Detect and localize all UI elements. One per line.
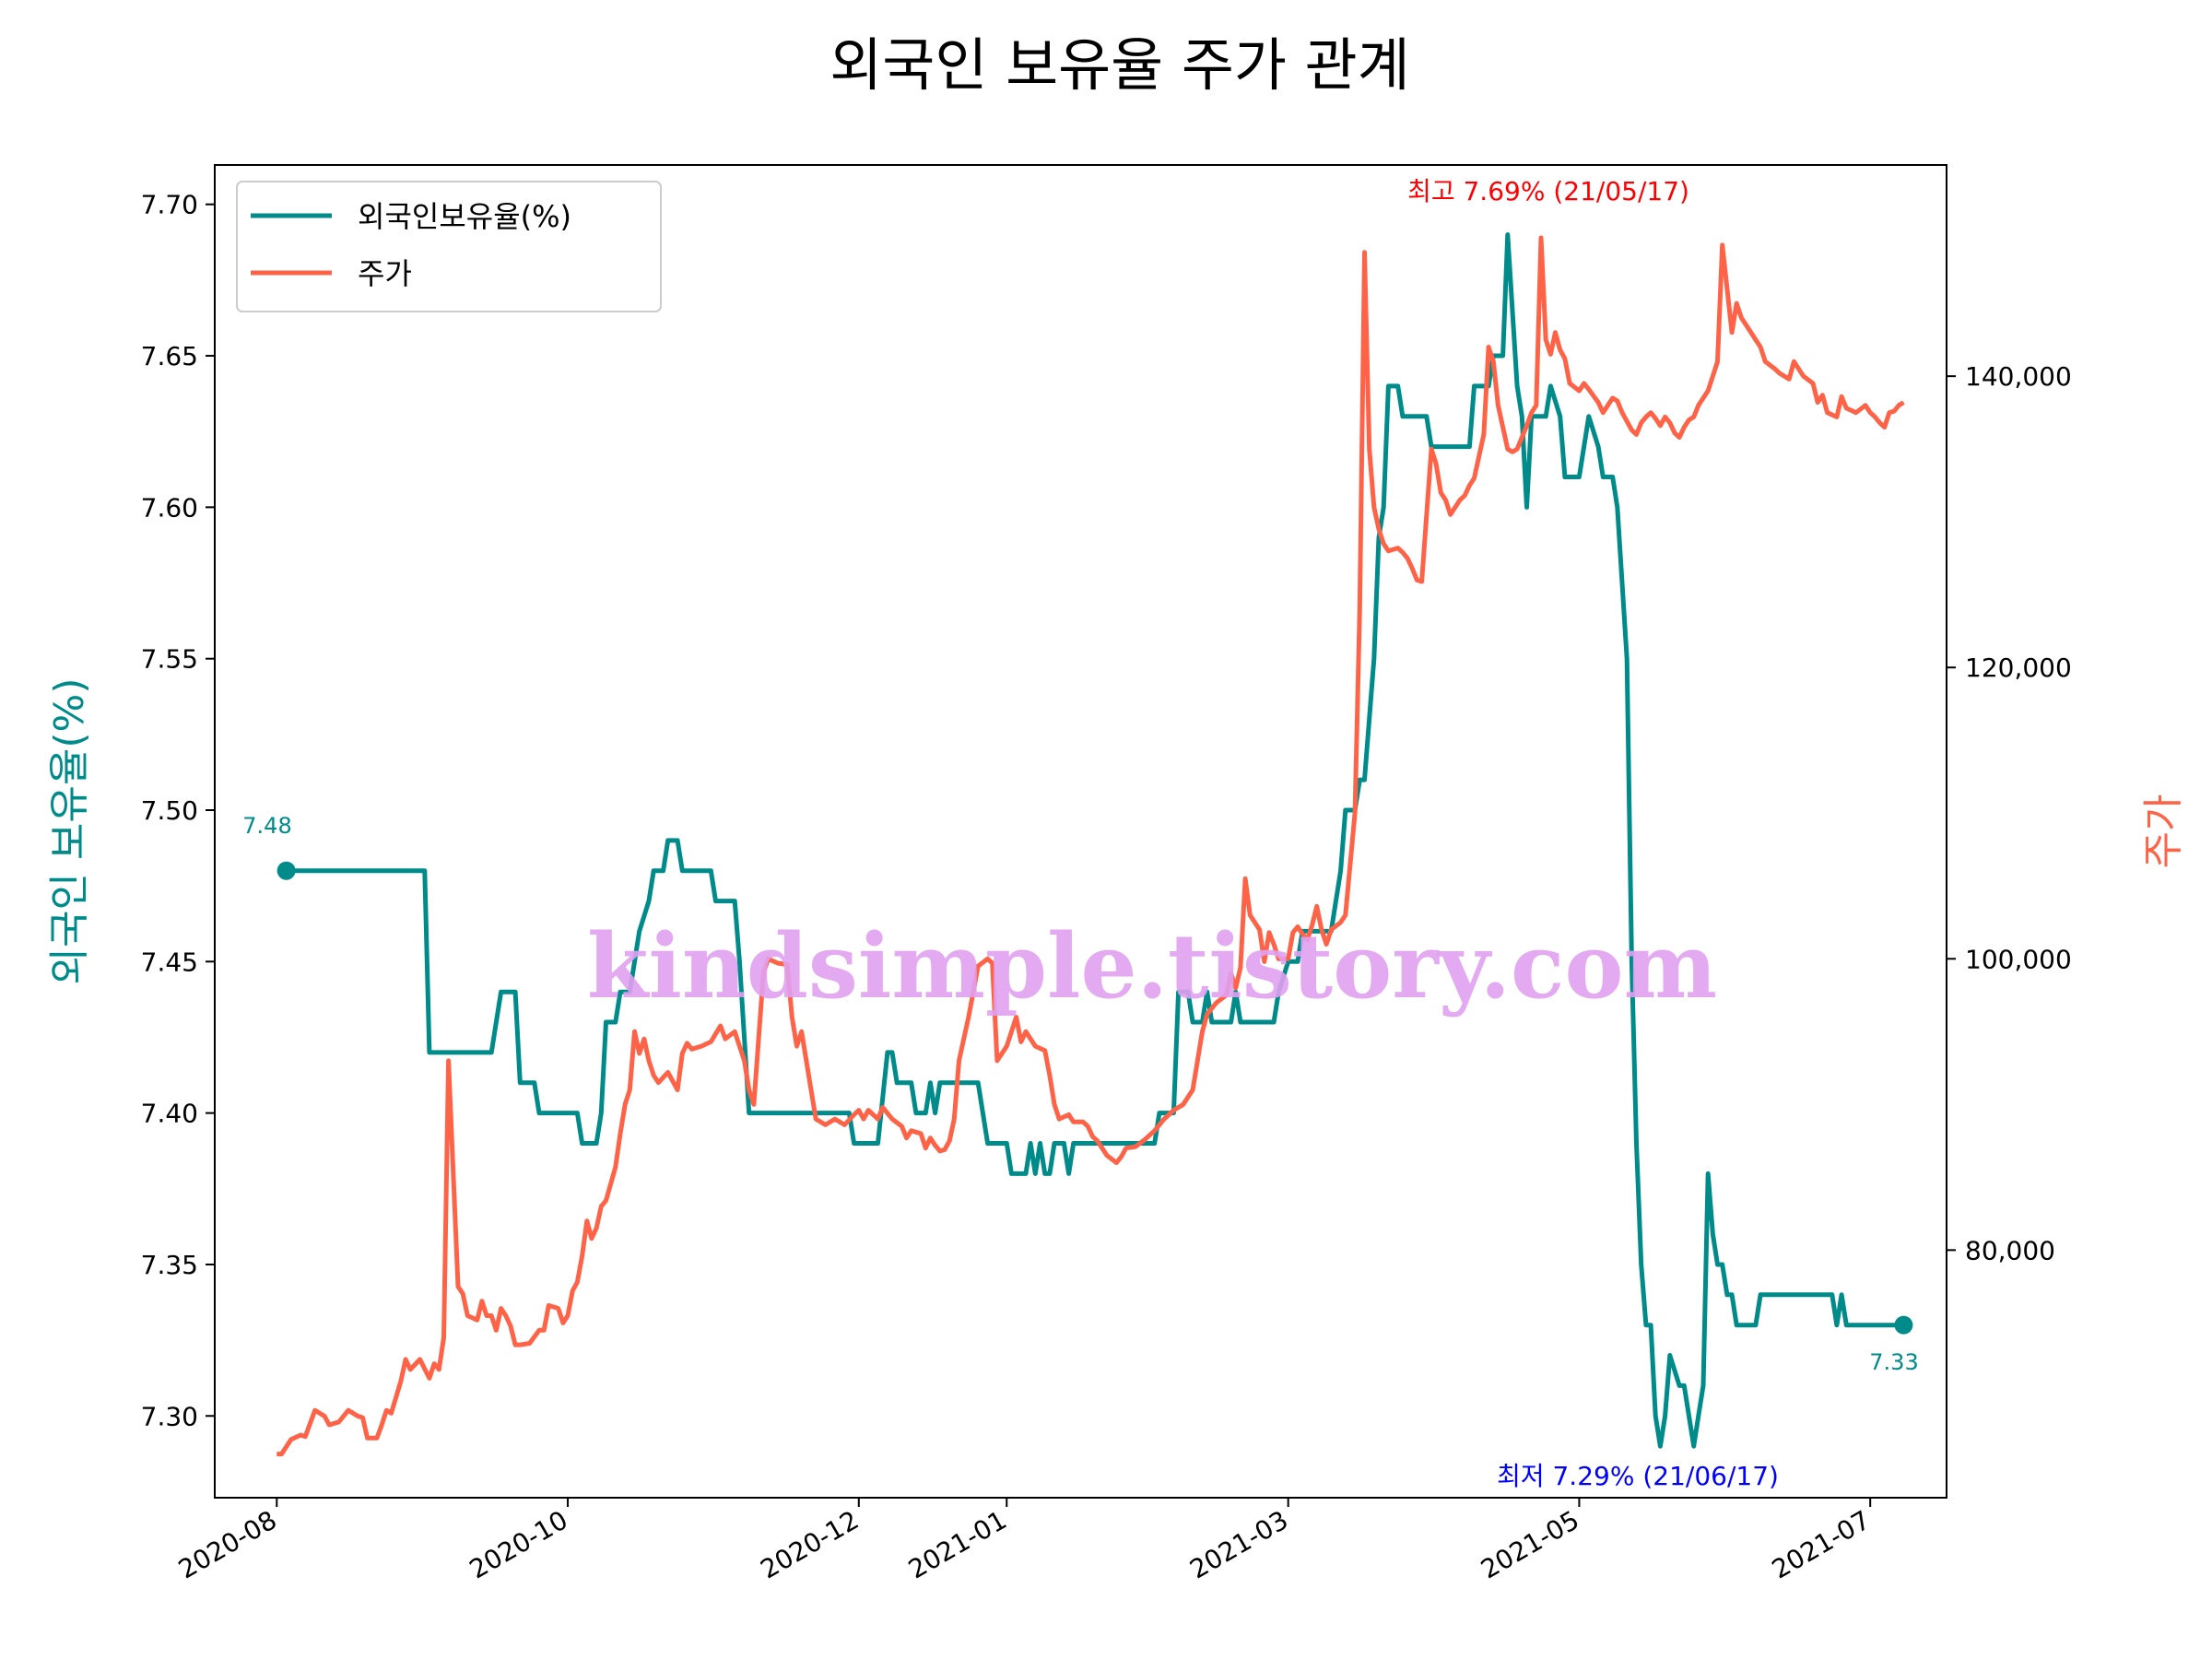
- y-left-tick-label: 7.50: [141, 795, 198, 826]
- annotations: 최고 7.69% (21/05/17) 최저 7.29% (21/06/17) …: [242, 176, 1918, 1491]
- y-left-tick-label: 7.40: [141, 1099, 198, 1129]
- x-tick-label: 2020-08: [173, 1504, 282, 1584]
- start-marker: [276, 861, 296, 880]
- y-right-tick-label: 120,000: [1965, 653, 2072, 683]
- legend-label-price: 주가: [358, 256, 412, 291]
- x-tick-label: 2021-05: [1476, 1504, 1584, 1584]
- watermark: kindsimple.tistory.com: [587, 914, 1717, 1018]
- y-right-ticks: 80,000 100,000 120,000 140,000: [1947, 361, 2072, 1265]
- y-left-tick-label: 7.60: [141, 492, 198, 523]
- min-annotation: 최저 7.29% (21/06/17): [1497, 1461, 1779, 1491]
- max-annotation: 최고 7.69% (21/05/17): [1407, 176, 1689, 206]
- x-tick-label: 2021-01: [903, 1504, 1012, 1584]
- x-ticks: 2020-08 2020-10 2020-12 2021-01 2021-03 2021-…: [173, 1498, 1876, 1585]
- y-right-axis-label: 주가: [2140, 794, 2187, 869]
- y-right-tick-label: 80,000: [1965, 1235, 2055, 1265]
- x-tick-label: 2021-03: [1184, 1504, 1293, 1584]
- x-tick-label: 2020-12: [755, 1504, 864, 1584]
- y-left-tick-label: 7.70: [141, 190, 198, 220]
- series-line-foreign: [286, 232, 1904, 1449]
- plot-frame: [214, 164, 1947, 1499]
- chart-title: 외국인 보유율 주가 관계: [830, 31, 1410, 99]
- series-line-price: [276, 235, 1905, 1457]
- x-tick-label: 2021-07: [1767, 1504, 1876, 1584]
- plot-lines: [276, 232, 1905, 1457]
- y-left-tick-label: 7.65: [141, 341, 198, 371]
- x-tick-label: 2020-10: [465, 1504, 573, 1584]
- end-marker: [1894, 1315, 1913, 1335]
- y-left-tick-label: 7.35: [141, 1250, 198, 1280]
- legend-box: [236, 181, 662, 312]
- start-annotation: 7.48: [242, 813, 291, 839]
- y-left-axis-label: 외국인 보유율(%): [46, 677, 93, 984]
- y-left-tick-label: 7.55: [141, 644, 198, 675]
- legend-label-foreign: 외국인보유율(%): [358, 199, 571, 234]
- y-left-ticks: 7.30 7.35 7.40 7.45 7.50 7.55 7.60 7.65 7.70: [141, 190, 215, 1431]
- y-left-tick-label: 7.45: [141, 947, 198, 977]
- end-annotation: 7.33: [1869, 1349, 1918, 1375]
- legend: 외국인보유율(%) 주가: [236, 181, 662, 312]
- y-right-tick-label: 100,000: [1965, 944, 2072, 974]
- y-right-tick-label: 140,000: [1965, 361, 2072, 392]
- y-left-tick-label: 7.30: [141, 1401, 198, 1431]
